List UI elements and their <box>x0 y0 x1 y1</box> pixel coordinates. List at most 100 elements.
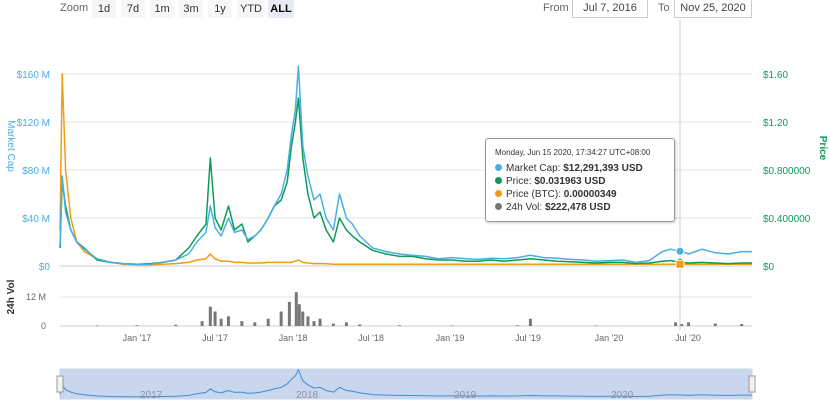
right-axis: $0 $0.400000 $0.800000 $1.20 $1.60 <box>763 70 811 273</box>
zoom-7d-button[interactable]: 7d <box>121 0 145 18</box>
volume-bar <box>450 325 454 327</box>
to-date-input[interactable] <box>674 0 752 18</box>
from-label: From <box>543 2 569 14</box>
volume-bar <box>344 322 348 326</box>
volume-bar <box>312 321 316 326</box>
navigator-selection[interactable] <box>60 369 752 399</box>
navigator-left-handle[interactable] <box>56 375 64 393</box>
zoom-1y-button[interactable]: 1y <box>208 0 232 18</box>
market-cap-line <box>59 65 752 265</box>
volume-bar <box>740 324 744 326</box>
right-axis-title: Price <box>817 136 828 161</box>
volume-bar <box>674 322 678 326</box>
navigator-labels: 2017 2018 2019 2020 <box>140 390 634 400</box>
zoom-3m-button[interactable]: 3m <box>179 0 203 18</box>
volume-bar <box>306 316 310 326</box>
volume-tick-label: 12 M <box>26 292 46 302</box>
tooltip-row-price: Price: $0.031963 USD <box>495 176 606 187</box>
x-tick-label: Jul '19 <box>515 333 541 343</box>
x-tick-label: Jan '18 <box>279 333 308 343</box>
tooltip-value: 0.00000349 <box>563 189 617 200</box>
volume-bar <box>287 301 291 326</box>
series-lines <box>59 65 752 266</box>
navigator-year-label: 2017 <box>140 390 163 400</box>
left-tick-label: $40 M <box>22 214 50 225</box>
navigator-right-handle[interactable] <box>748 375 756 393</box>
x-tick-label: Jul '20 <box>675 333 701 343</box>
volume-bar <box>687 322 691 326</box>
range-toolbar: Zoom 1d 7d 1m 3m 1y YTD ALL From To <box>0 0 830 20</box>
left-axis: $0 $40 M $80 M $120 M $160 M <box>17 70 51 273</box>
tooltip-row-volume: 24h Vol: $222,478 USD <box>495 202 611 213</box>
zoom-1m-button[interactable]: 1m <box>150 0 174 18</box>
volume-bar <box>135 325 139 326</box>
tooltip-label: 24h Vol: <box>506 202 543 213</box>
right-tick-label: $0.400000 <box>763 214 811 225</box>
volume-bars <box>95 292 744 327</box>
left-tick-label: $160 M <box>17 70 50 81</box>
left-tick-label: $0 <box>39 262 51 273</box>
x-tick-label: Jul '18 <box>358 333 384 343</box>
tooltip-row-market-cap: Market Cap: $12,291,393 USD <box>495 163 643 174</box>
navigator-year-label: 2019 <box>454 390 477 400</box>
volume-bar <box>713 323 717 326</box>
x-tick-label: Jan '17 <box>123 333 152 343</box>
volume-bar <box>200 321 204 326</box>
zoom-label: Zoom <box>60 2 89 14</box>
volume-bar <box>358 324 362 326</box>
series-dot-icon <box>495 203 502 210</box>
volume-bar <box>594 325 598 327</box>
tooltip-value: $222,478 USD <box>544 202 611 213</box>
volume-bar <box>226 316 230 326</box>
zoom-1d-button[interactable]: 1d <box>92 0 116 18</box>
market-cap-marker <box>675 246 685 256</box>
x-tick-label: Jan '20 <box>595 333 624 343</box>
right-tick-label: $1.60 <box>763 70 788 81</box>
volume-axis-title: 24h Vol <box>6 279 17 314</box>
volume-bar <box>301 311 305 326</box>
series-dot-icon <box>495 164 502 171</box>
volume-bar <box>213 311 217 326</box>
tooltip-label: Price: <box>506 176 532 187</box>
volume-bar <box>174 324 178 326</box>
volume-bar <box>208 306 212 326</box>
x-axis: Jan '17 Jul '17 Jan '18 Jul '18 Jan '19 … <box>123 333 701 343</box>
volume-bar <box>680 324 684 326</box>
volume-bar <box>528 318 532 326</box>
volume-bar <box>515 325 519 326</box>
price-btc-marker <box>675 259 685 269</box>
volume-bar <box>297 304 301 326</box>
navigator-year-label: 2020 <box>611 390 634 400</box>
right-tick-label: $1.20 <box>763 118 788 129</box>
volume-tick-label: 0 <box>41 321 46 331</box>
volume-bar <box>253 322 257 326</box>
from-date-input[interactable] <box>572 0 648 18</box>
series-dot-icon <box>495 177 502 184</box>
tooltip-row-price-btc: Price (BTC): 0.00000349 <box>495 189 617 200</box>
price-btc-line <box>59 73 752 266</box>
hover-tooltip: Monday, Jun 15 2020, 17:34:27 UTC+08:00 … <box>485 138 675 222</box>
volume-bar <box>240 321 244 326</box>
volume-bar <box>318 318 322 326</box>
hover-markers <box>675 246 685 269</box>
volume-bar <box>331 323 335 326</box>
zoom-ytd-button[interactable]: YTD <box>237 0 265 18</box>
left-axis-title: Market Cap <box>5 120 16 172</box>
volume-bar <box>294 292 298 326</box>
left-tick-label: $120 M <box>17 118 50 129</box>
tooltip-value: $12,291,393 USD <box>563 163 643 174</box>
zoom-all-button[interactable]: ALL <box>268 0 294 18</box>
left-tick-label: $80 M <box>22 166 50 177</box>
volume-axis: 0 12 M <box>26 292 46 331</box>
volume-bar <box>95 325 99 327</box>
tooltip-label: Price (BTC): <box>506 189 561 200</box>
navigator-series <box>59 368 752 398</box>
navigator-year-label: 2018 <box>296 390 319 400</box>
tooltip-date: Monday, Jun 15 2020, 17:34:27 UTC+08:00 <box>495 148 651 157</box>
x-tick-label: Jan '19 <box>436 333 465 343</box>
to-label: To <box>658 2 670 14</box>
volume-bar <box>219 318 223 326</box>
navigator[interactable]: 2017 2018 2019 2020 <box>56 368 756 400</box>
